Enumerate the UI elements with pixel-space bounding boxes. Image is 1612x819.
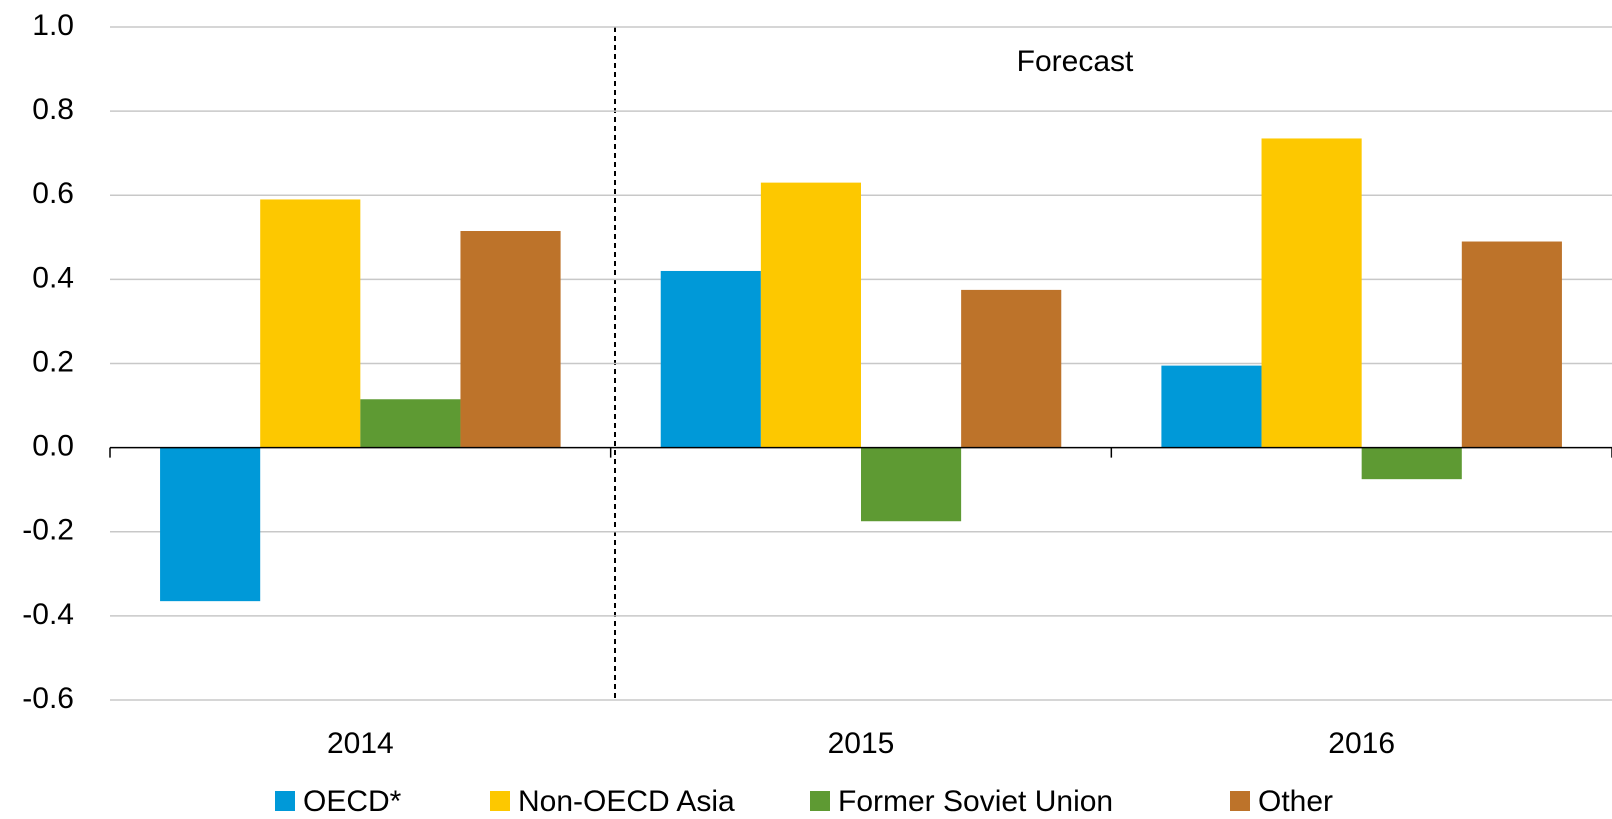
bar	[360, 399, 461, 448]
bar	[1161, 365, 1262, 448]
legend-swatch	[275, 791, 295, 811]
y-tick-label: 0.2	[32, 345, 74, 378]
bar	[460, 231, 561, 448]
y-tick-label: 0.6	[32, 177, 74, 210]
y-tick-label: 0.4	[32, 261, 74, 294]
y-tick-label: -0.6	[22, 682, 74, 715]
x-tick-label: 2015	[828, 727, 895, 760]
bar	[660, 270, 761, 448]
bar	[760, 182, 861, 448]
bar	[1261, 138, 1362, 448]
y-tick-label: 0.0	[32, 430, 74, 463]
y-tick-label: 1.0	[32, 9, 74, 42]
y-tick-label: -0.4	[22, 598, 74, 631]
legend-swatch	[490, 791, 510, 811]
bar	[1461, 241, 1562, 448]
x-tick-label: 2014	[327, 727, 394, 760]
legend-label: OECD*	[303, 785, 402, 818]
bar	[160, 447, 261, 602]
y-tick-label: -0.2	[22, 514, 74, 547]
annotation: Forecast	[1017, 45, 1134, 78]
legend-label: Non-OECD Asia	[518, 785, 735, 818]
bar	[861, 447, 962, 522]
legend-label: Other	[1258, 785, 1333, 818]
bar	[961, 289, 1062, 448]
legend-swatch	[810, 791, 830, 811]
bar	[1361, 447, 1462, 480]
legend-swatch	[1230, 791, 1250, 811]
x-tick-label: 2016	[1328, 727, 1395, 760]
legend-label: Former Soviet Union	[838, 785, 1113, 818]
y-tick-label: 0.8	[32, 93, 74, 126]
bar	[260, 199, 361, 448]
